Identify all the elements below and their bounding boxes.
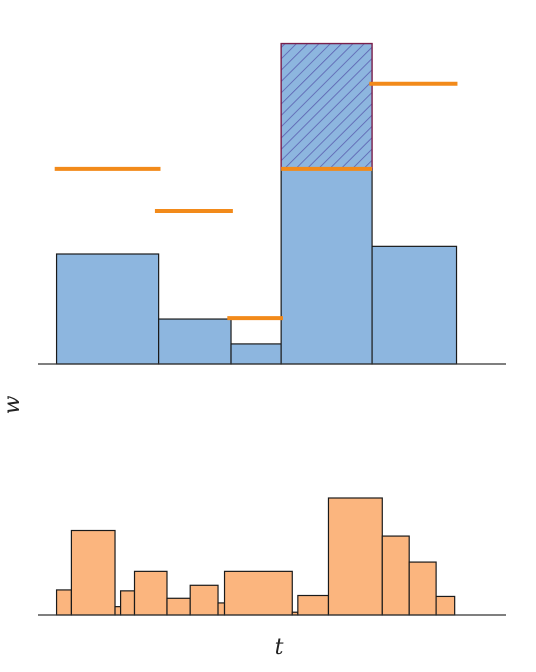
- y-axis-label: w: [0, 395, 25, 414]
- bottom-bar-15: [435, 595, 456, 616]
- top-bar-2: [158, 318, 232, 365]
- bottom-bar-12: [327, 497, 383, 616]
- top-histogram: [38, 42, 506, 365]
- hatched-excess-region: [280, 42, 373, 170]
- bottom-bar-6: [166, 597, 191, 616]
- bottom-bar-14: [408, 561, 437, 616]
- top-bar-5: [371, 245, 458, 365]
- bottom-bar-11: [297, 594, 330, 616]
- bottom-bar-3: [114, 606, 122, 616]
- top-bar-3: [230, 343, 282, 365]
- top-bars: [55, 168, 458, 365]
- bottom-bar-1: [55, 589, 73, 616]
- x-axis-label: t: [275, 635, 284, 660]
- bottom-bar-8: [217, 602, 226, 616]
- top-bar-1: [55, 253, 160, 365]
- bottom-bar-7: [189, 584, 219, 616]
- level-lines: [54, 81, 458, 321]
- bottom-bar-2: [70, 529, 116, 616]
- bottom-histogram: [38, 497, 506, 616]
- bottom-bar-13: [381, 535, 410, 616]
- top-bar-4: [280, 168, 373, 365]
- bottom-bars: [55, 497, 456, 616]
- bottom-bar-9: [223, 570, 293, 616]
- bottom-bar-5: [133, 570, 168, 616]
- hatched-excess-bar: [280, 42, 373, 170]
- bottom-bar-4: [119, 590, 136, 616]
